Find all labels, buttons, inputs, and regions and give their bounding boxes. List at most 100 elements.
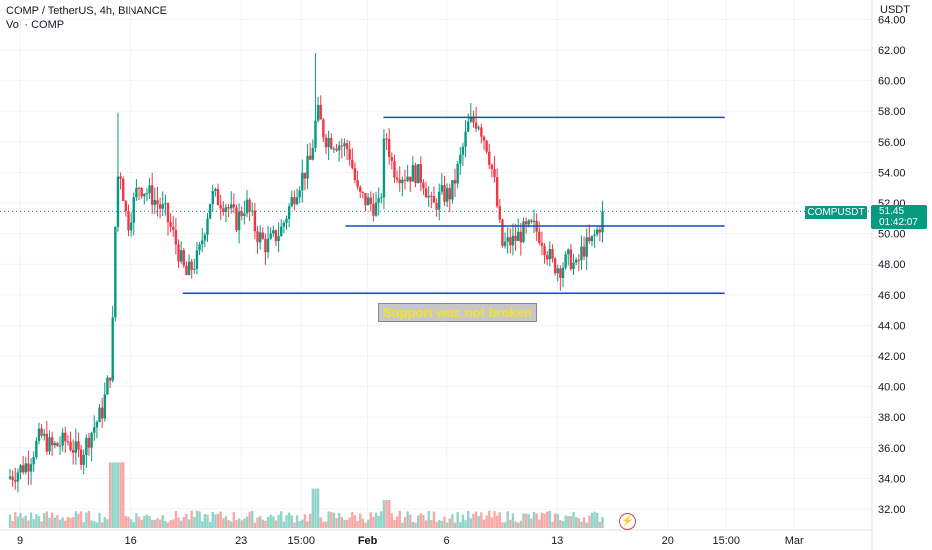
current-price-value: 51.45 — [879, 206, 905, 217]
volume-bar — [132, 522, 135, 528]
candle-body — [380, 197, 383, 199]
candle-body — [598, 229, 602, 233]
candle-body — [187, 261, 191, 276]
candle-body — [340, 145, 343, 147]
candle-body — [201, 240, 204, 245]
volume-bar — [345, 519, 349, 528]
candle-body — [590, 235, 594, 242]
candle-body — [77, 441, 80, 450]
candle-body — [216, 189, 220, 205]
candle-body — [169, 222, 172, 227]
candle-body — [366, 197, 370, 206]
candle-body — [43, 433, 46, 436]
candle-body — [177, 244, 180, 262]
candle-body — [398, 179, 401, 184]
volume-bar — [21, 517, 25, 528]
volume-bar — [432, 511, 436, 528]
lightning-icon[interactable]: ⚡ — [619, 513, 636, 530]
volume-bar — [45, 511, 49, 528]
candle-body — [14, 479, 17, 482]
candle-body — [301, 172, 304, 191]
volume-bar — [98, 513, 101, 528]
volume-bar — [208, 522, 212, 528]
volume-bar — [477, 516, 480, 528]
volume-bar — [248, 511, 251, 528]
y-tick-label: 62.00 — [878, 45, 906, 57]
volume-bar — [66, 516, 70, 528]
volume-bar — [287, 512, 291, 528]
volume-bar — [453, 522, 457, 528]
candle-body — [106, 377, 109, 395]
candle-countdown: 01:42:07 — [879, 217, 918, 228]
candle-body — [335, 148, 338, 151]
candle-body — [240, 211, 243, 216]
volume-bar — [522, 513, 525, 528]
candle-body — [577, 259, 580, 261]
volume-bar — [245, 516, 249, 528]
volume-bar — [43, 513, 46, 528]
volume-bar — [240, 520, 243, 528]
volume-bar — [285, 515, 288, 528]
chart-title: COMP / TetherUS, 4h, BINANCE — [6, 5, 167, 17]
volume-bar — [459, 522, 462, 528]
volume-bar — [419, 513, 422, 528]
volume-bar — [311, 488, 315, 528]
volume-bar — [48, 517, 51, 528]
candle-body — [327, 138, 330, 148]
volume-bar — [16, 516, 20, 528]
candle-body — [551, 249, 554, 259]
candle-body — [569, 249, 573, 270]
candle-body — [474, 122, 478, 129]
volume-bar — [100, 522, 104, 528]
volume-bar — [456, 511, 459, 528]
candle-body — [264, 238, 267, 253]
volume-bar — [95, 522, 99, 528]
volume-bar — [219, 511, 222, 528]
volume-bar — [174, 510, 178, 528]
volume-bar — [87, 510, 91, 528]
volume-bar — [551, 521, 554, 528]
candle-body — [393, 160, 396, 178]
candle-body — [214, 189, 217, 192]
volume-bar — [482, 519, 486, 528]
candle-body — [74, 441, 78, 453]
y-tick-label: 56.00 — [878, 137, 906, 149]
volume-bar — [509, 519, 512, 528]
candle-body — [45, 433, 49, 452]
candle-body — [477, 127, 480, 129]
candle-body — [29, 464, 33, 472]
volume-bar — [119, 462, 122, 528]
volume-bar — [90, 520, 93, 528]
y-tick-label: 64.00 — [878, 14, 906, 26]
volume-bar — [135, 513, 138, 528]
candle-body — [453, 180, 457, 184]
volume-bar — [335, 518, 338, 528]
volume-bar — [356, 521, 359, 528]
candle-body — [211, 191, 214, 205]
volume-bar — [406, 511, 409, 528]
candle-body — [132, 197, 135, 223]
candle-body — [35, 441, 38, 458]
candle-body — [524, 221, 528, 225]
candle-body — [567, 249, 570, 255]
volume-bar — [187, 519, 191, 528]
volume-bar — [553, 513, 557, 528]
volume-bar — [77, 513, 80, 528]
candle-body — [324, 137, 328, 148]
candle-body — [501, 219, 504, 246]
candle-body — [69, 441, 72, 450]
y-tick-label: 44.00 — [878, 320, 906, 332]
candle-body — [564, 254, 567, 268]
volume-bar — [380, 511, 383, 528]
candle-body — [122, 178, 125, 202]
candle-body — [395, 177, 399, 180]
volume-bar — [422, 514, 425, 528]
volume-bar — [451, 514, 454, 528]
volume-bar — [364, 522, 367, 528]
volume-bar — [298, 521, 301, 528]
candle-body — [203, 234, 207, 241]
candle-body — [172, 226, 175, 231]
candle-body — [543, 245, 546, 256]
volume-bar — [143, 516, 146, 528]
